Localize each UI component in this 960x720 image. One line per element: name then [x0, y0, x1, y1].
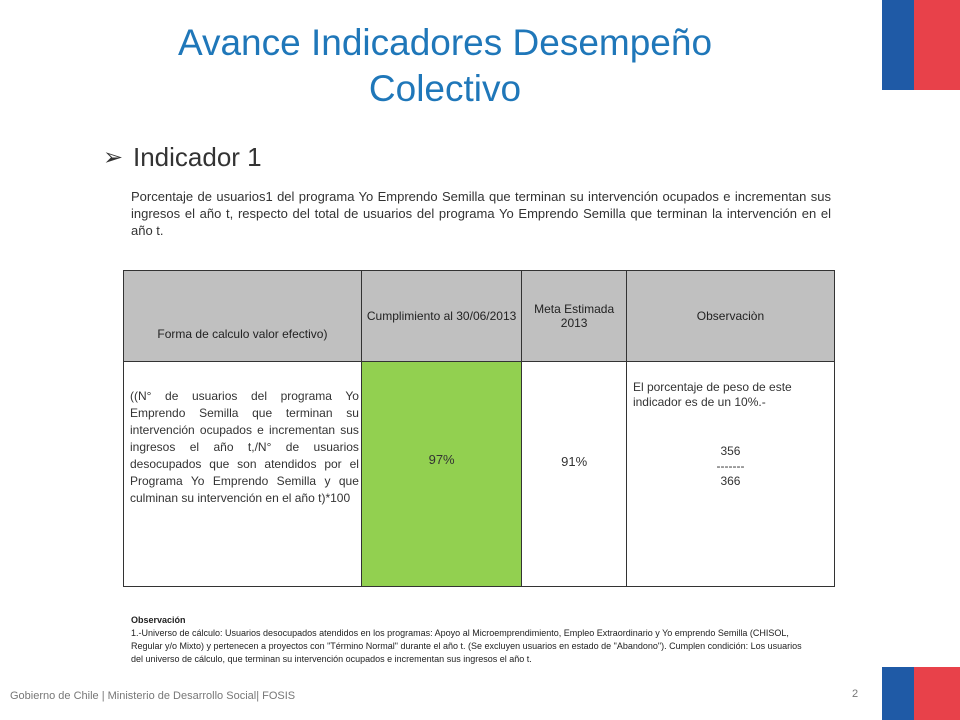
flag-blue-stripe [882, 0, 914, 90]
flag-blue-stripe [882, 667, 914, 720]
indicator-table: Forma de calculo valor efectivo) Cumplim… [123, 270, 836, 587]
chile-flag-top [882, 0, 960, 90]
observation-text: 1.-Universo de cálculo: Usuarios desocup… [131, 628, 802, 664]
cell-observacion: El porcentaje de peso de este indicador … [625, 361, 836, 587]
indicator-description: Porcentaje de usuarios1 del programa Yo … [131, 189, 831, 238]
cell-meta: 91% [521, 361, 627, 587]
table-row: ((N° de usuarios del programa Yo Emprend… [123, 361, 836, 587]
header-meta: Meta Estimada 2013 [521, 270, 627, 362]
arrow-bullet-icon: ➢ [103, 144, 124, 171]
indicator-label: Indicador 1 [133, 142, 262, 172]
page-number: 2 [852, 688, 859, 700]
fraction-denominator: 366 [720, 474, 741, 488]
fraction-separator: ------- [716, 459, 745, 473]
footer-text: Gobierno de Chile | Ministerio de Desarr… [10, 690, 296, 702]
observacion-fraction: 356 ------- 366 [627, 444, 834, 489]
flag-red-stripe [914, 667, 960, 720]
observation-note: Observación 1.-Universo de cálculo: Usua… [131, 614, 811, 666]
chile-flag-bottom [882, 667, 960, 720]
header-observacion: Observaciòn [625, 270, 836, 362]
fraction-numerator: 356 [720, 444, 741, 458]
cell-formula: ((N° de usuarios del programa Yo Emprend… [123, 361, 362, 587]
flag-red-stripe [914, 0, 960, 90]
header-forma-calculo: Forma de calculo valor efectivo) [123, 270, 362, 362]
observacion-peso: El porcentaje de peso de este indicador … [632, 380, 792, 409]
header-cumplimiento: Cumplimiento al 30/06/2013 [360, 270, 523, 362]
observation-title: Observación [131, 615, 186, 625]
table-header-row: Forma de calculo valor efectivo) Cumplim… [123, 270, 836, 362]
slide-title: Avance Indicadores Desempeño Colectivo [177, 22, 713, 109]
indicator-heading: ➢ Indicador 1 [103, 142, 262, 173]
cell-cumplimiento: 97% [360, 361, 523, 587]
